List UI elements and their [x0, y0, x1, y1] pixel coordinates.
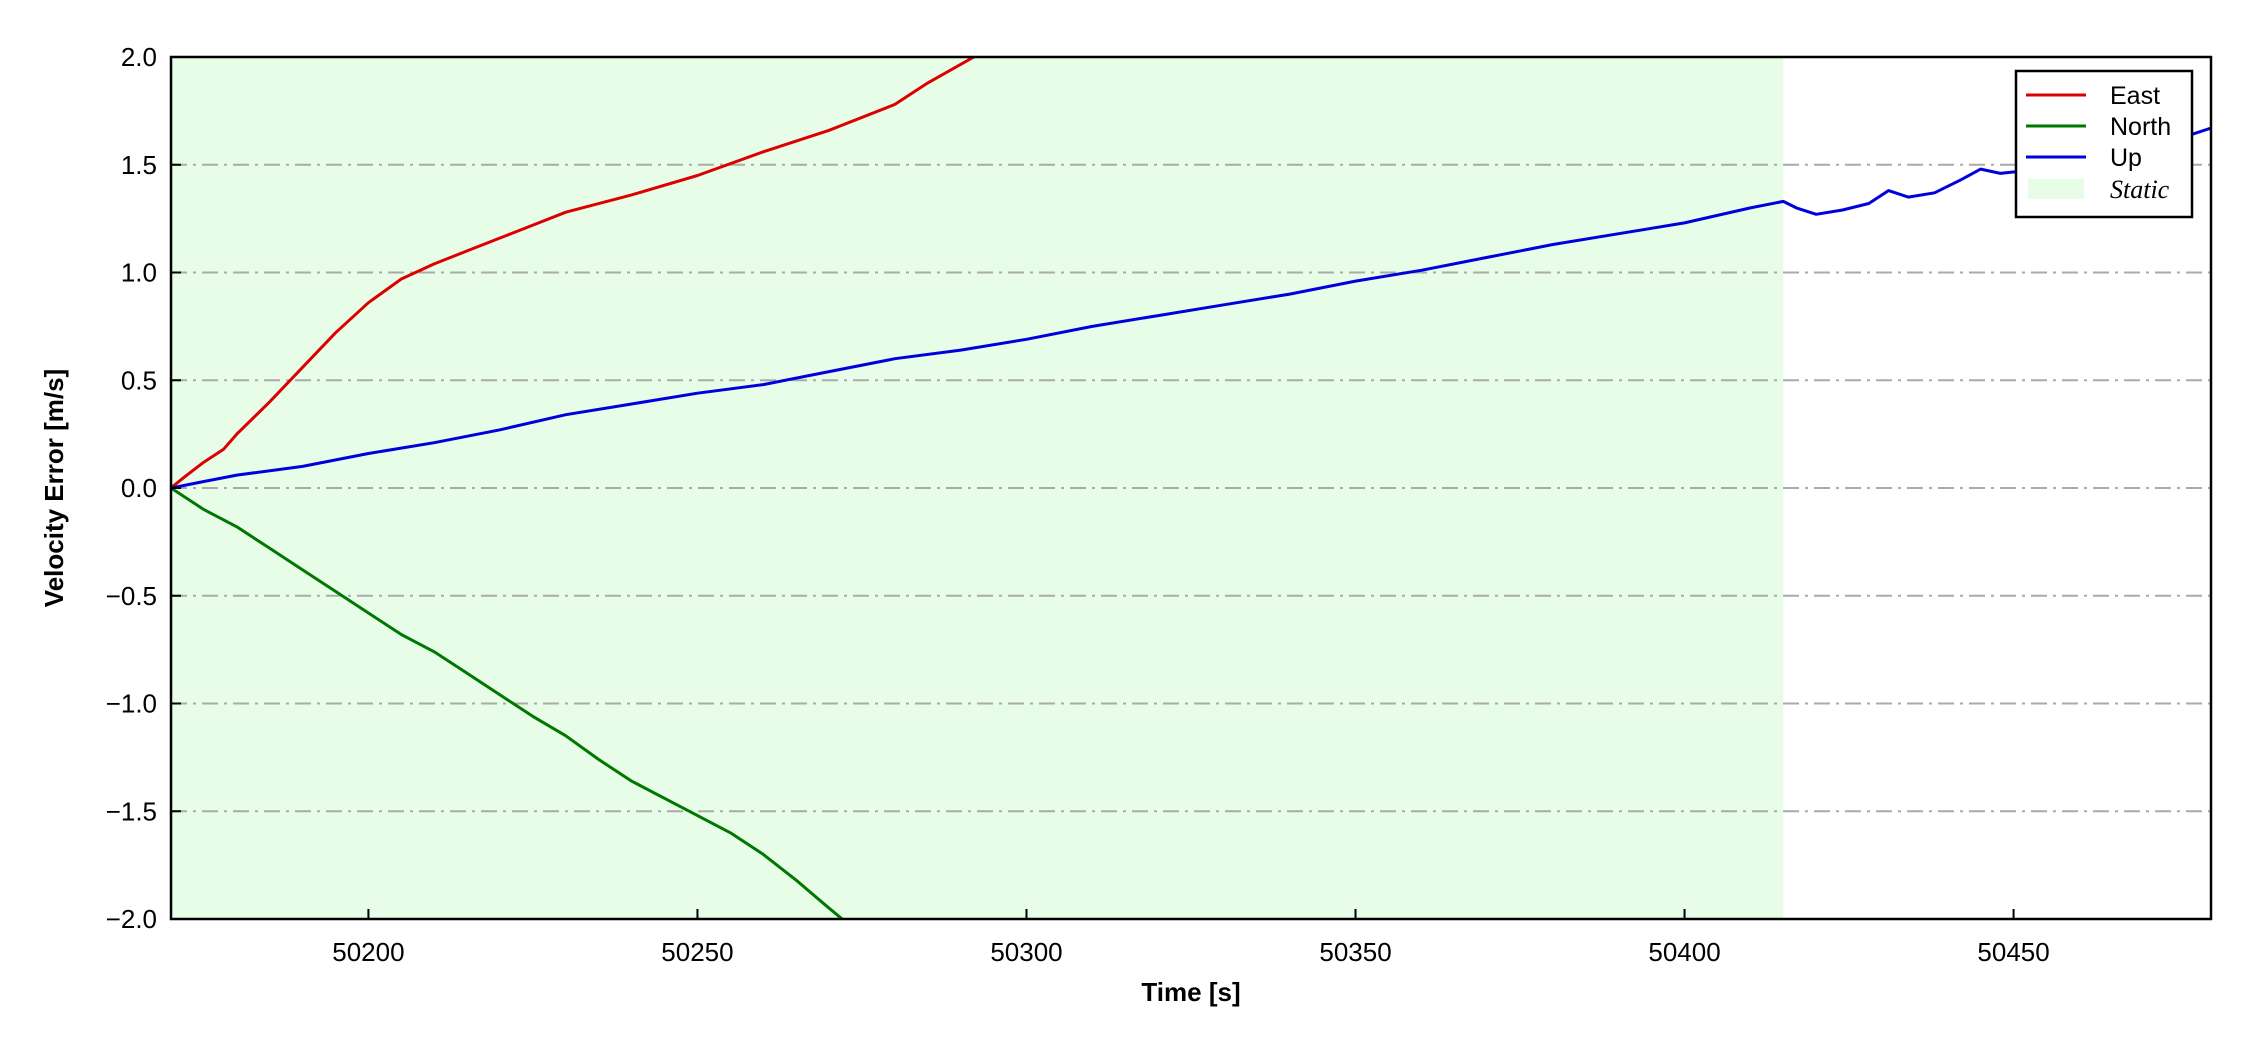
y-axis-label: Velocity Error [m/s]: [39, 369, 69, 607]
y-tick-label: −1.0: [106, 689, 157, 719]
legend: East North Up Static: [2014, 69, 2194, 219]
y-tick-label: 2.0: [121, 42, 157, 72]
y-tick-label: −1.5: [106, 796, 157, 826]
legend-swatch-static: [2028, 179, 2084, 199]
x-axis-label: Time [s]: [1141, 977, 1240, 1007]
y-axis-ticks: −2.0 −1.5 −1.0 −0.5 0.0 0.5 1.0 1.5 2.0: [106, 42, 181, 934]
x-tick-label: 50450: [1977, 937, 2049, 967]
series-line-up: [171, 126, 2211, 490]
x-tick-label: 50250: [661, 937, 733, 967]
x-tick-label: 50400: [1648, 937, 1720, 967]
series-lines: [171, 57, 2211, 919]
y-tick-label: 1.0: [121, 258, 157, 288]
legend-label-up: Up: [2110, 144, 2142, 172]
y-tick-label: 1.5: [121, 150, 157, 180]
series-line-east: [171, 57, 975, 490]
legend-label-static: Static: [2110, 175, 2170, 204]
x-tick-label: 50200: [332, 937, 404, 967]
x-tick-label: 50350: [1319, 937, 1391, 967]
x-axis-ticks: 50200 50250 50300 50350 50400 50450: [332, 909, 2050, 967]
legend-label-north: North: [2110, 113, 2171, 141]
x-tick-label: 50300: [990, 937, 1062, 967]
y-tick-label: −0.5: [106, 581, 157, 611]
series-line-north: [171, 486, 844, 919]
legend-label-east: East: [2110, 82, 2160, 110]
y-tick-label: 0.5: [121, 365, 157, 395]
y-tick-label: −2.0: [106, 904, 157, 934]
y-tick-label: 0.0: [121, 473, 157, 503]
